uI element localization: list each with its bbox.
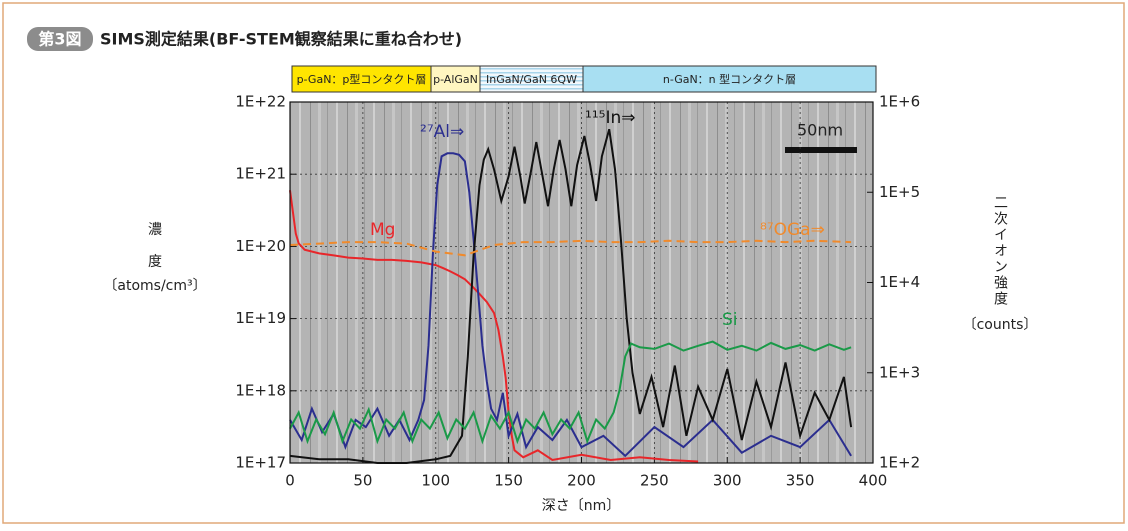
y2-tick-label: 1E+6 bbox=[879, 93, 920, 111]
y2-label: 二次イオン強度 bbox=[992, 195, 1008, 307]
x-tick-label: 100 bbox=[421, 472, 450, 490]
x-tick-label: 50 bbox=[353, 472, 372, 490]
y2-tick-label: 1E+4 bbox=[879, 273, 920, 291]
series-label: ²⁷Al⇒ bbox=[420, 122, 464, 142]
y2-label: 〔counts〕 bbox=[963, 317, 1038, 333]
x-tick-label: 200 bbox=[567, 472, 596, 490]
layer-label: n-GaN：n 型コンタクト層 bbox=[663, 72, 796, 86]
figure: 第3図 SIMS測定結果(BF-STEM観察結果に重ね合わせ) 濃 度 〔ato… bbox=[0, 0, 1128, 527]
y-tick-label: 1E+20 bbox=[235, 237, 286, 255]
figure-label: 第3図 bbox=[38, 30, 81, 49]
y2-tick-label: 1E+2 bbox=[879, 454, 920, 472]
layer-label: InGaN/GaN 6QW bbox=[486, 73, 577, 86]
x-label: 深さ〔nm〕 bbox=[542, 498, 621, 514]
layer-label: p-AlGaN bbox=[433, 73, 478, 86]
y-tick-label: 1E+17 bbox=[235, 454, 286, 472]
series-label: ¹¹⁵In⇒ bbox=[585, 108, 635, 128]
x-tick-label: 400 bbox=[859, 472, 888, 490]
series-label: Si bbox=[722, 310, 738, 330]
y2-tick-label: 1E+3 bbox=[879, 363, 920, 381]
series-label: ⁸⁷OGa⇒ bbox=[760, 220, 825, 240]
x-tick-label: 350 bbox=[786, 472, 815, 490]
scale-bar bbox=[785, 147, 857, 153]
x-tick-label: 150 bbox=[494, 472, 523, 490]
scale-bar-label: 50nm bbox=[797, 121, 843, 140]
y-label: 〔atoms/cm³〕 bbox=[103, 278, 206, 294]
y-tick-label: 1E+19 bbox=[235, 309, 286, 327]
x-tick-label: 300 bbox=[713, 472, 742, 490]
y2-tick-label: 1E+5 bbox=[879, 183, 920, 201]
x-tick-label: 0 bbox=[285, 472, 295, 490]
layer-label: p-GaN：p型コンタクト層 bbox=[297, 72, 427, 86]
series-label: Mg bbox=[370, 220, 395, 240]
y-label: 度 bbox=[148, 254, 162, 270]
chart-title: SIMS測定結果(BF-STEM観察結果に重ね合わせ) bbox=[100, 30, 462, 49]
y-tick-label: 1E+18 bbox=[235, 381, 286, 399]
y-tick-label: 1E+21 bbox=[235, 165, 286, 183]
x-tick-label: 250 bbox=[640, 472, 669, 490]
y-label: 濃 bbox=[148, 222, 162, 238]
y-tick-label: 1E+22 bbox=[235, 93, 286, 111]
